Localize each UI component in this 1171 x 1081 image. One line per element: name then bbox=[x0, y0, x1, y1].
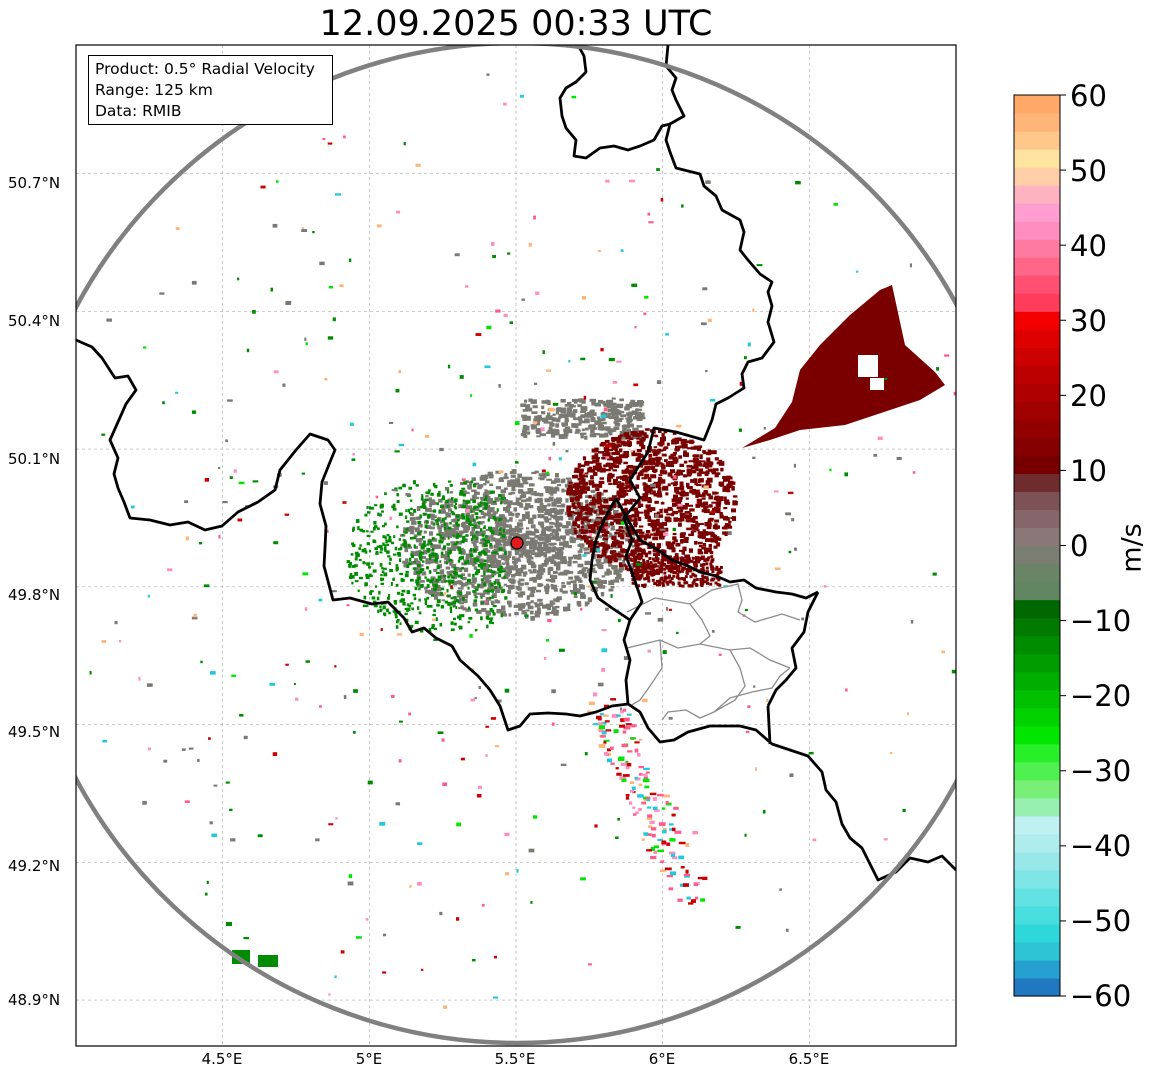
colorbar-segment bbox=[1014, 437, 1060, 456]
lat-label: 49.8°N bbox=[8, 586, 61, 604]
colorbar-segment bbox=[1014, 869, 1060, 889]
colorbar-tick-label: 60 bbox=[1070, 79, 1107, 113]
colorbar-segment bbox=[1014, 743, 1060, 763]
product-info-box: Product: 0.5° Radial Velocity Range: 125… bbox=[88, 55, 333, 125]
colorbar-segment bbox=[1014, 257, 1060, 276]
colorbar-tick-label: −30 bbox=[1070, 754, 1132, 788]
colorbar-segment bbox=[1014, 779, 1060, 799]
colorbar-segment bbox=[1014, 347, 1060, 366]
lat-label: 49.5°N bbox=[8, 723, 61, 741]
velocity-colorbar bbox=[1014, 95, 1060, 997]
lon-label: 6°E bbox=[648, 1050, 676, 1068]
data-source-label: Data: RMIB bbox=[95, 102, 182, 120]
map-frame bbox=[75, 44, 957, 1047]
colorbar-segment bbox=[1014, 365, 1060, 384]
colorbar-segment bbox=[1014, 761, 1060, 781]
country-borders bbox=[76, 45, 956, 882]
lon-label: 5.5°E bbox=[494, 1050, 536, 1068]
radar-site-marker bbox=[510, 536, 524, 550]
colorbar-segment bbox=[1014, 707, 1060, 727]
colorbar-segment bbox=[1014, 473, 1060, 493]
range-label: Range: 125 km bbox=[95, 81, 213, 99]
colorbar-segment bbox=[1014, 581, 1060, 601]
colorbar-unit-label: m/s bbox=[1116, 523, 1148, 573]
colorbar-segment bbox=[1014, 239, 1060, 258]
colorbar-segment bbox=[1014, 311, 1060, 330]
colorbar-tick-label: −20 bbox=[1070, 679, 1132, 713]
colorbar-tick-label: 0 bbox=[1070, 529, 1089, 563]
colorbar-tick-label: −60 bbox=[1070, 979, 1132, 1013]
colorbar-segment bbox=[1014, 149, 1060, 168]
colorbar-segment bbox=[1014, 671, 1060, 691]
ne-echo-mass bbox=[742, 285, 945, 448]
colorbar-tick-label: −40 bbox=[1070, 829, 1132, 863]
colorbar-segment bbox=[1014, 851, 1060, 871]
colorbar-tick-marks bbox=[1060, 94, 1066, 997]
map-title: 12.09.2025 00:33 UTC bbox=[319, 4, 713, 44]
lat-label: 48.9°N bbox=[8, 991, 61, 1009]
colorbar-segment bbox=[1014, 797, 1060, 817]
colorbar-tick-label: −10 bbox=[1070, 604, 1132, 638]
colorbar-segment bbox=[1014, 959, 1060, 979]
colorbar-segment bbox=[1014, 95, 1060, 114]
colorbar-segment bbox=[1014, 113, 1060, 132]
product-label: Product: 0.5° Radial Velocity bbox=[95, 60, 315, 78]
colorbar-segment bbox=[1014, 815, 1060, 835]
lat-label: 50.1°N bbox=[8, 450, 61, 468]
colorbar-segment bbox=[1014, 905, 1060, 925]
colorbar-segment bbox=[1014, 689, 1060, 709]
lat-label: 50.7°N bbox=[8, 174, 61, 192]
colorbar-tick-label: 40 bbox=[1070, 229, 1107, 263]
colorbar-segment bbox=[1014, 203, 1060, 222]
colorbar-segment bbox=[1014, 383, 1060, 402]
colorbar-segment bbox=[1014, 167, 1060, 186]
lon-label: 5°E bbox=[355, 1050, 383, 1068]
colorbar-segment bbox=[1014, 563, 1060, 583]
lon-label: 4.5°E bbox=[201, 1050, 243, 1068]
canton-boundaries bbox=[626, 583, 801, 721]
colorbar-segment bbox=[1014, 725, 1060, 745]
radar-echoes bbox=[89, 73, 956, 1009]
colorbar-tick-label: −50 bbox=[1070, 904, 1132, 938]
colorbar-segment bbox=[1014, 455, 1060, 475]
colorbar-segment bbox=[1014, 653, 1060, 673]
colorbar-tick-label: 20 bbox=[1070, 379, 1107, 413]
colorbar-segment bbox=[1014, 401, 1060, 420]
colorbar-tick-label: 10 bbox=[1070, 454, 1107, 488]
colorbar-segment bbox=[1014, 977, 1060, 997]
colorbar-segment bbox=[1014, 635, 1060, 655]
colorbar-segment bbox=[1014, 509, 1060, 529]
colorbar-segment bbox=[1014, 293, 1060, 312]
colorbar-segment bbox=[1014, 887, 1060, 907]
colorbar-segment bbox=[1014, 131, 1060, 150]
colorbar-segment bbox=[1014, 419, 1060, 438]
lat-label: 50.4°N bbox=[8, 312, 61, 330]
colorbar-tick-label: 50 bbox=[1070, 154, 1107, 188]
radar-range-ring bbox=[76, 45, 956, 1046]
colorbar-segment bbox=[1014, 599, 1060, 619]
colorbar-segment bbox=[1014, 527, 1060, 547]
colorbar-segment bbox=[1014, 617, 1060, 637]
colorbar-segment bbox=[1014, 833, 1060, 853]
lat-label: 49.2°N bbox=[8, 857, 61, 875]
colorbar-tick-label: 30 bbox=[1070, 304, 1107, 338]
colorbar-segment bbox=[1014, 923, 1060, 943]
colorbar-segment bbox=[1014, 941, 1060, 961]
colorbar-segment bbox=[1014, 329, 1060, 348]
lon-label: 6.5°E bbox=[788, 1050, 830, 1068]
colorbar-segment bbox=[1014, 275, 1060, 294]
colorbar-segment bbox=[1014, 545, 1060, 565]
colorbar-segment bbox=[1014, 221, 1060, 240]
colorbar-segment bbox=[1014, 491, 1060, 511]
colorbar-segment bbox=[1014, 185, 1060, 204]
